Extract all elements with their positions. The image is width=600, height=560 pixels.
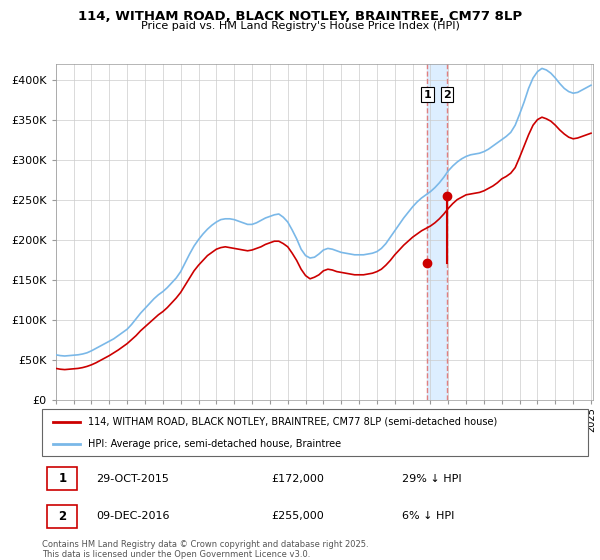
Text: £255,000: £255,000 <box>271 511 324 521</box>
Text: HPI: Average price, semi-detached house, Braintree: HPI: Average price, semi-detached house,… <box>88 438 341 449</box>
Text: 114, WITHAM ROAD, BLACK NOTLEY, BRAINTREE, CM77 8LP (semi-detached house): 114, WITHAM ROAD, BLACK NOTLEY, BRAINTRE… <box>88 417 497 427</box>
Text: 29% ↓ HPI: 29% ↓ HPI <box>403 474 462 484</box>
FancyBboxPatch shape <box>42 409 588 456</box>
Text: 29-OCT-2015: 29-OCT-2015 <box>97 474 169 484</box>
Text: Price paid vs. HM Land Registry's House Price Index (HPI): Price paid vs. HM Land Registry's House … <box>140 21 460 31</box>
Text: 2: 2 <box>58 510 67 523</box>
Text: Contains HM Land Registry data © Crown copyright and database right 2025.
This d: Contains HM Land Registry data © Crown c… <box>42 540 368 559</box>
FancyBboxPatch shape <box>47 467 77 490</box>
Text: £172,000: £172,000 <box>271 474 324 484</box>
FancyBboxPatch shape <box>47 505 77 528</box>
Text: 1: 1 <box>424 90 431 100</box>
Text: 6% ↓ HPI: 6% ↓ HPI <box>403 511 455 521</box>
Text: 114, WITHAM ROAD, BLACK NOTLEY, BRAINTREE, CM77 8LP: 114, WITHAM ROAD, BLACK NOTLEY, BRAINTRE… <box>78 10 522 23</box>
Bar <box>427 64 447 400</box>
Text: 2: 2 <box>443 90 451 100</box>
Text: 09-DEC-2016: 09-DEC-2016 <box>97 511 170 521</box>
Text: 1: 1 <box>58 472 67 485</box>
